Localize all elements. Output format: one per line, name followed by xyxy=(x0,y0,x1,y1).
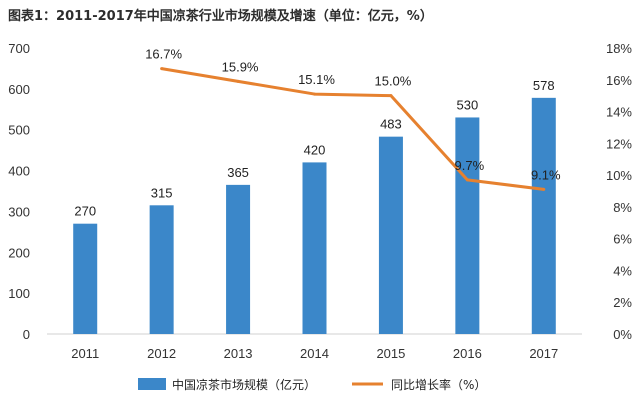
x-tick-label: 2017 xyxy=(529,346,558,361)
bar-value-label: 315 xyxy=(151,185,173,200)
growth-line: 16.7% 15.9% 15.1% 15.0% 9.7% 9.1% xyxy=(145,47,561,191)
legend-line-label: 同比增长率（%） xyxy=(391,377,486,392)
growth-point xyxy=(542,187,546,191)
y-right-tick-label: 12% xyxy=(606,136,632,151)
growth-value-label: 15.1% xyxy=(298,72,335,87)
y-left-tick-label: 700 xyxy=(8,41,30,56)
y-left-tick-label: 500 xyxy=(8,123,30,138)
bar-value-label: 365 xyxy=(227,165,249,180)
y-left-tick-label: 100 xyxy=(8,286,30,301)
y-right-tick-label: 2% xyxy=(613,295,632,310)
y-right-tick-label: 4% xyxy=(613,263,632,278)
bar xyxy=(455,117,480,334)
bar xyxy=(149,205,174,334)
chart-title: 图表1：2011-2017年中国凉茶行业市场规模及增速（单位：亿元，%） xyxy=(8,8,433,24)
x-tick-label: 2015 xyxy=(376,346,405,361)
x-tick-label: 2014 xyxy=(300,346,329,361)
growth-line-path xyxy=(161,67,544,191)
y-left-tick-label: 0 xyxy=(23,327,30,342)
x-tick-label: 2011 xyxy=(71,346,99,361)
bar-value-label: 530 xyxy=(457,97,479,112)
y-right-tick-label: 0% xyxy=(613,327,632,342)
bars: 270 315 365 420 483 530 578 xyxy=(73,78,556,335)
bar xyxy=(378,136,403,334)
x-tick-label: 2012 xyxy=(147,346,176,361)
bar-value-label: 270 xyxy=(74,204,96,219)
growth-value-label: 16.7% xyxy=(145,47,182,62)
growth-value-label: 9.7% xyxy=(455,158,485,173)
legend-bar-swatch xyxy=(138,378,166,390)
growth-point xyxy=(465,178,469,182)
y-left-tick-label: 200 xyxy=(8,245,30,260)
growth-point xyxy=(236,79,240,83)
x-tick-label: 2013 xyxy=(224,346,253,361)
y-right-tick-label: 16% xyxy=(606,73,632,88)
bar xyxy=(531,97,556,335)
growth-point xyxy=(160,67,164,71)
y-left-tick-label: 400 xyxy=(8,164,30,179)
y-right-tick-label: 14% xyxy=(606,105,632,120)
growth-value-label: 15.9% xyxy=(222,59,259,74)
growth-point xyxy=(313,92,316,96)
growth-point xyxy=(389,94,393,98)
y-right-tick-label: 10% xyxy=(606,168,632,183)
y-right-tick-label: 6% xyxy=(613,232,632,247)
axes: 0 100 200 300 400 500 600 700 0% 2% 4% 6% 8% 10% 12% 14… xyxy=(8,41,632,361)
bar-value-label: 578 xyxy=(533,78,555,93)
y-right-tick-label: 8% xyxy=(613,200,632,215)
x-tick-label: 2016 xyxy=(453,346,482,361)
bar xyxy=(73,223,98,334)
bar xyxy=(302,162,327,334)
growth-value-label: 15.0% xyxy=(374,74,411,89)
bar-value-label: 420 xyxy=(304,142,326,157)
y-left-tick-label: 600 xyxy=(8,82,30,97)
y-left-tick-label: 300 xyxy=(8,204,30,219)
bar-value-label: 483 xyxy=(380,117,402,132)
legend-bar-label: 中国凉茶市场规模（亿元） xyxy=(172,377,316,392)
bar xyxy=(226,184,251,334)
y-right-tick-label: 18% xyxy=(606,41,632,56)
legend: 中国凉茶市场规模（亿元） 同比增长率（%） xyxy=(138,377,486,392)
growth-value-label: 9.1% xyxy=(531,167,561,182)
